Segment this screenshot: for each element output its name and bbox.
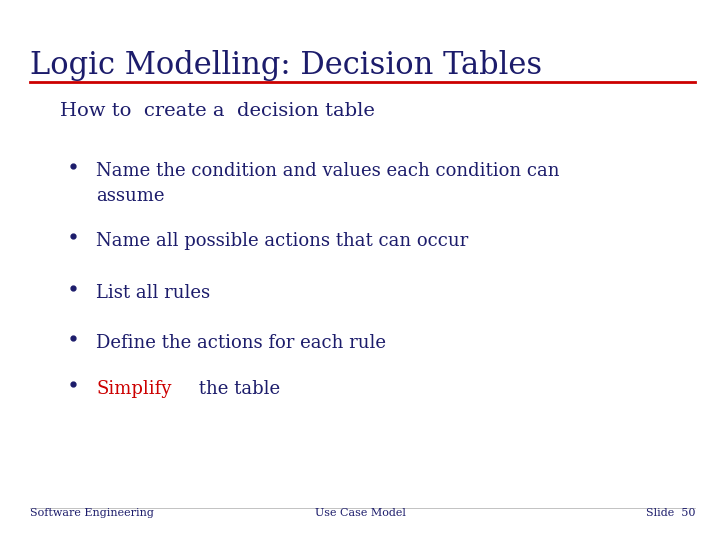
Text: the table: the table	[193, 380, 280, 398]
Text: Software Engineering: Software Engineering	[30, 508, 154, 518]
Text: Name all possible actions that can occur: Name all possible actions that can occur	[96, 232, 468, 250]
Text: Name the condition and values each condition can
assume: Name the condition and values each condi…	[96, 162, 559, 205]
Text: How to  create a  decision table: How to create a decision table	[60, 102, 375, 120]
Text: Define the actions for each rule: Define the actions for each rule	[96, 334, 386, 352]
Text: Simplify: Simplify	[96, 380, 171, 398]
Text: Logic Modelling: Decision Tables: Logic Modelling: Decision Tables	[30, 50, 542, 81]
Text: Use Case Model: Use Case Model	[315, 508, 405, 518]
Text: Slide  50: Slide 50	[646, 508, 695, 518]
Text: List all rules: List all rules	[96, 284, 210, 302]
